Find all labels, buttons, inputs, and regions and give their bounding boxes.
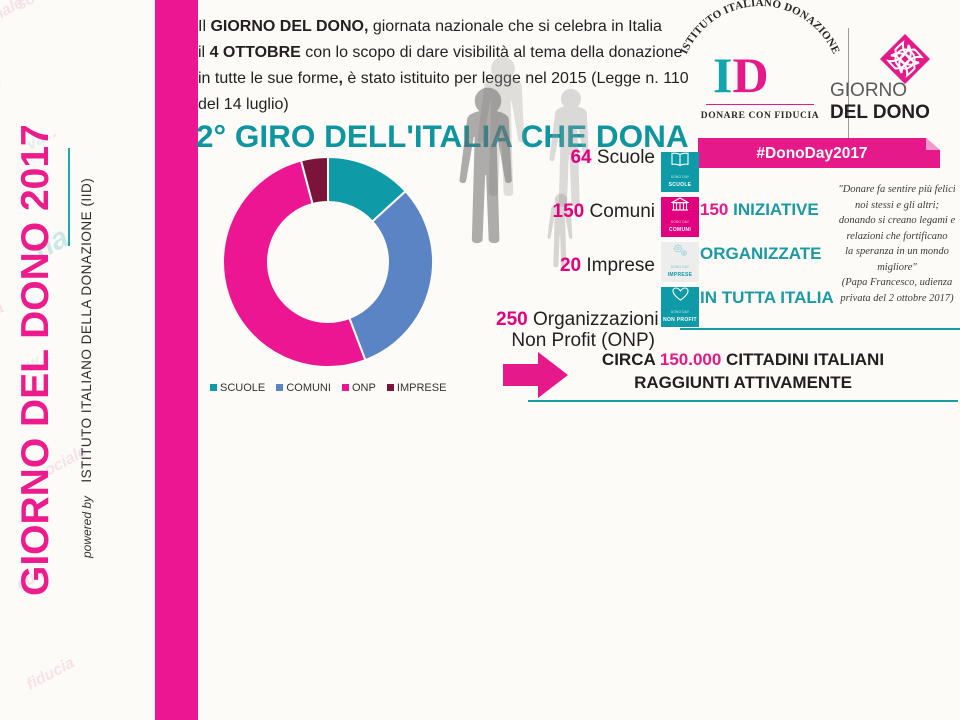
- svg-text:dono: dono: [0, 63, 8, 127]
- svg-text:direttiva: direttiva: [0, 299, 7, 343]
- svg-text:#DonoDay2017: #DonoDay2017: [756, 145, 867, 162]
- svg-text:fiducia: fiducia: [24, 654, 78, 693]
- svg-text:sociale: sociale: [14, 0, 70, 14]
